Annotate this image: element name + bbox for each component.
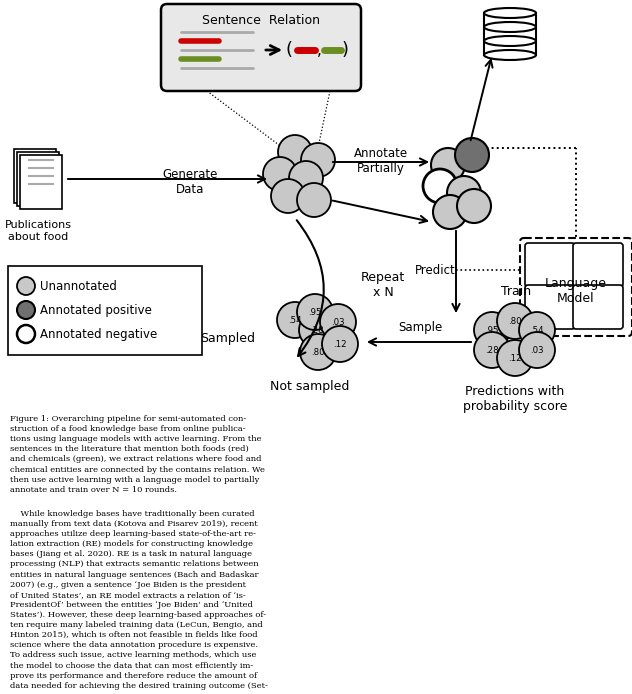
Text: Generate
Data: Generate Data — [162, 168, 217, 196]
FancyBboxPatch shape — [17, 152, 59, 206]
Text: Annotate
Partially: Annotate Partially — [354, 147, 408, 175]
Circle shape — [17, 325, 35, 343]
Text: .80: .80 — [508, 316, 522, 325]
Ellipse shape — [484, 8, 536, 18]
Text: .95: .95 — [308, 307, 322, 316]
Circle shape — [278, 135, 312, 169]
Text: .12: .12 — [333, 339, 347, 348]
Circle shape — [299, 312, 335, 348]
Text: Language
Model: Language Model — [545, 277, 607, 305]
Ellipse shape — [484, 36, 536, 46]
Text: ): ) — [341, 41, 348, 59]
Ellipse shape — [484, 50, 536, 60]
Circle shape — [300, 334, 336, 370]
Circle shape — [289, 161, 323, 195]
Text: .28: .28 — [310, 325, 324, 335]
Circle shape — [519, 332, 555, 368]
Text: Not sampled: Not sampled — [270, 380, 349, 393]
Ellipse shape — [484, 22, 536, 32]
Circle shape — [457, 189, 491, 223]
Circle shape — [497, 303, 533, 339]
Text: Sample: Sample — [398, 321, 442, 334]
FancyBboxPatch shape — [161, 4, 361, 91]
Text: Repeat
x N: Repeat x N — [361, 271, 405, 299]
Text: Sampled: Sampled — [200, 332, 255, 344]
Circle shape — [474, 312, 510, 348]
Text: Train: Train — [501, 285, 531, 298]
Text: Predictions with
probability score: Predictions with probability score — [463, 385, 567, 413]
Text: Unannotated: Unannotated — [40, 280, 117, 292]
Text: Figure 1: Overarching pipeline for semi-automated con-
struction of a food knowl: Figure 1: Overarching pipeline for semi-… — [10, 415, 265, 493]
Circle shape — [423, 169, 457, 203]
Circle shape — [17, 301, 35, 319]
FancyBboxPatch shape — [525, 285, 575, 329]
Text: ,: , — [317, 42, 322, 58]
FancyBboxPatch shape — [525, 243, 575, 287]
Circle shape — [271, 179, 305, 213]
Text: .03: .03 — [331, 317, 345, 326]
FancyBboxPatch shape — [573, 285, 623, 329]
Text: (: ( — [286, 41, 293, 59]
Text: .12: .12 — [508, 353, 522, 362]
Circle shape — [322, 326, 358, 362]
Circle shape — [519, 312, 555, 348]
Circle shape — [497, 340, 533, 376]
Text: Annotated positive: Annotated positive — [40, 303, 152, 316]
Text: .54: .54 — [288, 316, 302, 325]
Text: While knowledge bases have traditionally been curated
manually from text data (K: While knowledge bases have traditionally… — [10, 510, 268, 690]
Circle shape — [277, 302, 313, 338]
Circle shape — [433, 195, 467, 229]
Circle shape — [297, 183, 331, 217]
Text: .03: .03 — [530, 346, 544, 355]
Text: Annotated negative: Annotated negative — [40, 328, 157, 341]
Text: .95: .95 — [485, 325, 499, 335]
Circle shape — [301, 143, 335, 177]
Text: Publications
about food: Publications about food — [4, 220, 71, 242]
FancyBboxPatch shape — [20, 155, 62, 209]
Circle shape — [474, 332, 510, 368]
Text: .54: .54 — [530, 325, 544, 335]
FancyBboxPatch shape — [14, 149, 56, 203]
Text: .28: .28 — [485, 346, 499, 355]
Circle shape — [263, 157, 297, 191]
FancyBboxPatch shape — [8, 266, 202, 355]
Circle shape — [431, 148, 465, 182]
FancyBboxPatch shape — [573, 243, 623, 287]
Text: .80: .80 — [311, 348, 325, 357]
Circle shape — [17, 277, 35, 295]
Circle shape — [447, 176, 481, 210]
Text: Sentence  Relation: Sentence Relation — [202, 14, 320, 27]
FancyBboxPatch shape — [520, 238, 632, 336]
Text: Predict: Predict — [415, 264, 456, 276]
Circle shape — [297, 294, 333, 330]
Circle shape — [455, 138, 489, 172]
Circle shape — [320, 304, 356, 340]
